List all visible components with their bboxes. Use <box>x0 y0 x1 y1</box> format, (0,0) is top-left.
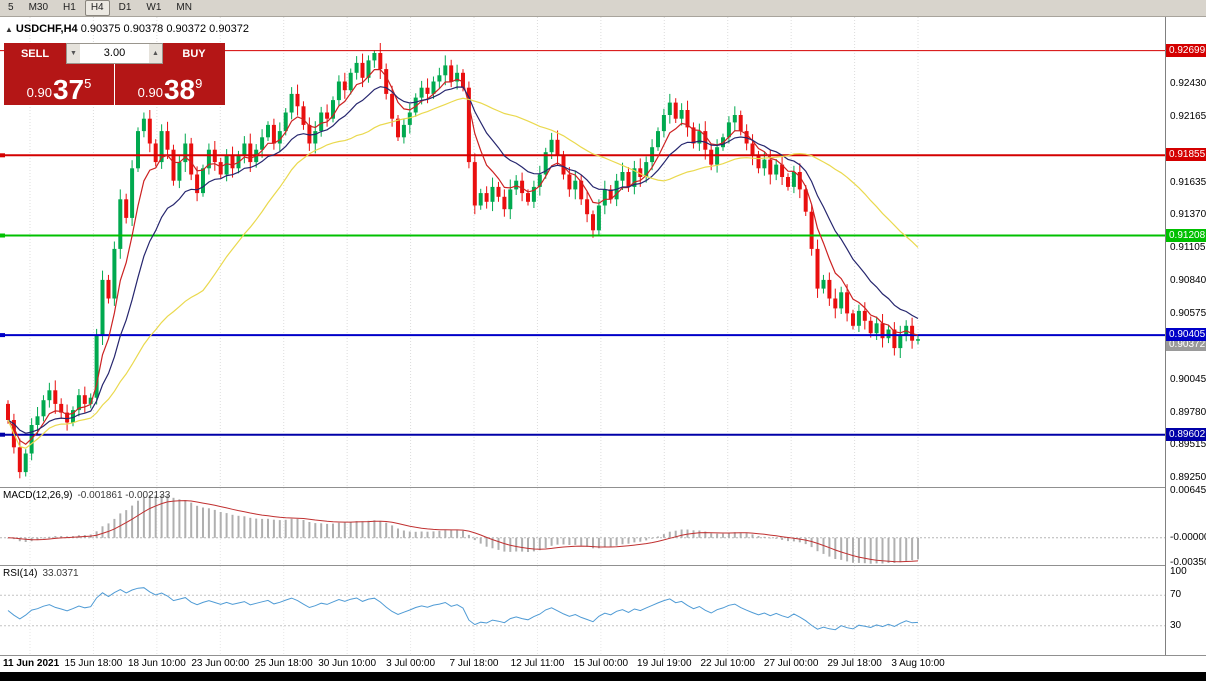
volume-decrease-button[interactable]: ▼ <box>67 44 80 63</box>
timeframe-button-mn[interactable]: MN <box>176 2 192 13</box>
rsi-line <box>7 587 919 631</box>
level-price-label: 0.90405 <box>1166 328 1206 341</box>
buy-price-pip: 9 <box>195 76 203 91</box>
macd-label: MACD(12,26,9) -0.001861 -0.002133 <box>3 490 170 501</box>
timeframe-toolbar: 5 M30 H1 H4 D1 W1 MN <box>0 0 1206 17</box>
macd-name: MACD(12,26,9) <box>3 490 73 501</box>
macd-panel: MACD(12,26,9) -0.001861 -0.002133 <box>0 487 1165 565</box>
buy-price-display[interactable]: 0.90 38 9 <box>115 64 225 105</box>
rsi-value: 33.0371 <box>42 568 79 579</box>
rsi-label: RSI(14) 33.0371 <box>3 568 79 579</box>
moving-average-sma-34 <box>7 97 919 449</box>
macd-axis-label: -0.00350 <box>1170 557 1206 568</box>
time-axis-label: 15 Jul 00:00 <box>573 658 629 669</box>
timeframe-button-m30[interactable]: M30 <box>28 2 49 13</box>
time-axis-label: 18 Jun 10:00 <box>127 658 186 669</box>
price-tick-label: 0.89250 <box>1170 472 1206 483</box>
price-tick-label: 0.89515 <box>1170 439 1206 450</box>
level-line-anchor[interactable] <box>0 432 5 437</box>
time-axis-label: 29 Jul 18:00 <box>827 658 882 669</box>
sell-price-big: 37 <box>52 74 85 106</box>
timeframe-button-5[interactable]: 5 <box>8 2 14 13</box>
buy-button[interactable]: BUY <box>163 43 225 64</box>
time-axis-label: 30 Jun 10:00 <box>318 658 377 669</box>
time-axis-label: 27 Jul 00:00 <box>763 658 819 669</box>
candles <box>6 43 920 479</box>
volume-increase-button[interactable]: ▲ <box>149 44 162 63</box>
time-axis-label: 12 Jul 11:00 <box>510 658 565 669</box>
price-tick-label: 0.92165 <box>1170 111 1206 122</box>
timeframe-button-d1[interactable]: D1 <box>118 2 132 13</box>
price-tick-label: 0.89780 <box>1170 407 1206 418</box>
macd-histogram <box>7 494 919 564</box>
level-line-anchor[interactable] <box>0 333 5 338</box>
volume-input[interactable]: 3.00 <box>103 47 126 59</box>
price-tick-label: 0.90575 <box>1170 308 1206 319</box>
macd-values: -0.001861 -0.002133 <box>77 490 171 501</box>
macd-axis-label: -0.00000 <box>1170 532 1206 543</box>
moving-average-ema-14 <box>7 86 919 434</box>
timeframe-button-h1[interactable]: H1 <box>63 2 76 13</box>
timeframe-button-w1[interactable]: W1 <box>146 2 162 13</box>
level-line-anchor[interactable] <box>0 233 5 238</box>
price-tick-label: 0.90840 <box>1170 275 1206 286</box>
macd-canvas[interactable] <box>0 488 1165 565</box>
buy-price-big: 38 <box>163 74 196 106</box>
rsi-axis-label: 70 <box>1170 589 1182 600</box>
level-price-label: 0.89602 <box>1166 428 1206 441</box>
macd-signal-line <box>7 500 919 563</box>
level-price-label: 0.92699 <box>1166 44 1206 57</box>
moving-average-ema-6 <box>7 68 919 445</box>
chart-collapse-icon[interactable]: ▲ <box>5 25 13 34</box>
volume-control: ▼ 3.00 ▲ <box>66 43 163 64</box>
sell-price-prefix: 0.90 <box>26 85 52 100</box>
price-tick-label: 0.90045 <box>1170 374 1206 385</box>
price-tick-label: 0.92430 <box>1170 78 1206 89</box>
price-tick-label: 0.91370 <box>1170 209 1206 220</box>
time-axis-label: 23 Jun 00:00 <box>191 658 250 669</box>
main-chart-panel: ▲ USDCHF,H4 0.90375 0.90378 0.90372 0.903… <box>0 17 1165 487</box>
current-price-label: 0.90372 <box>1166 338 1206 351</box>
time-axis-label: 15 Jun 18:00 <box>64 658 123 669</box>
time-axis-label: 19 Jul 19:00 <box>637 658 692 669</box>
price-axis[interactable]: 0.92430 0.92165 0.91635 0.91370 0.91105 0.908… <box>1165 17 1206 655</box>
price-chart-canvas[interactable] <box>0 17 1165 487</box>
rsi-canvas[interactable] <box>0 566 1165 655</box>
time-axis-label: 3 Aug 10:00 <box>891 658 945 669</box>
window-bottom-edge <box>0 672 1206 681</box>
level-price-label: 0.91855 <box>1166 148 1206 161</box>
time-axis[interactable]: 11 Jun 2021 15 Jun 18:00 18 Jun 10:00 23 Ju… <box>0 655 1206 672</box>
chart-title: ▲ USDCHF,H4 0.90375 0.90378 0.90372 0.903… <box>5 23 249 35</box>
macd-axis-label: 0.006451 <box>1170 485 1206 496</box>
timeframe-button-h4[interactable]: H4 <box>84 0 110 16</box>
horizontal-level-lines <box>0 50 1165 437</box>
price-tick-label: 0.91105 <box>1170 242 1206 253</box>
level-line-anchor[interactable] <box>0 153 5 158</box>
time-axis-label: 3 Jul 00:00 <box>386 658 436 669</box>
chart-ohlc-values: 0.90375 0.90378 0.90372 0.90372 <box>80 23 249 35</box>
chart-symbol-period: USDCHF,H4 <box>15 23 78 35</box>
one-click-trading-panel: SELL ▼ 3.00 ▲ BUY 0.90 37 5 0.90 38 9 <box>4 43 225 105</box>
sell-price-display[interactable]: 0.90 37 5 <box>4 64 114 105</box>
rsi-name: RSI(14) <box>3 568 38 579</box>
sell-price-pip: 5 <box>84 76 92 91</box>
macd-grid <box>29 488 919 565</box>
price-tick-label: 0.91635 <box>1170 177 1206 188</box>
rsi-axis-label: 30 <box>1170 620 1182 631</box>
rsi-panel: RSI(14) 33.0371 <box>0 565 1165 655</box>
rsi-grid <box>29 566 919 655</box>
time-axis-label: 11 Jun 2021 <box>3 658 60 669</box>
buy-price-prefix: 0.90 <box>137 85 163 100</box>
rsi-axis-label: 100 <box>1170 566 1187 577</box>
time-axis-label: 7 Jul 18:00 <box>449 658 499 669</box>
time-axis-label: 22 Jul 10:00 <box>700 658 755 669</box>
sell-button[interactable]: SELL <box>4 43 66 64</box>
time-axis-label: 25 Jun 18:00 <box>254 658 313 669</box>
level-price-label: 0.91208 <box>1166 229 1206 242</box>
